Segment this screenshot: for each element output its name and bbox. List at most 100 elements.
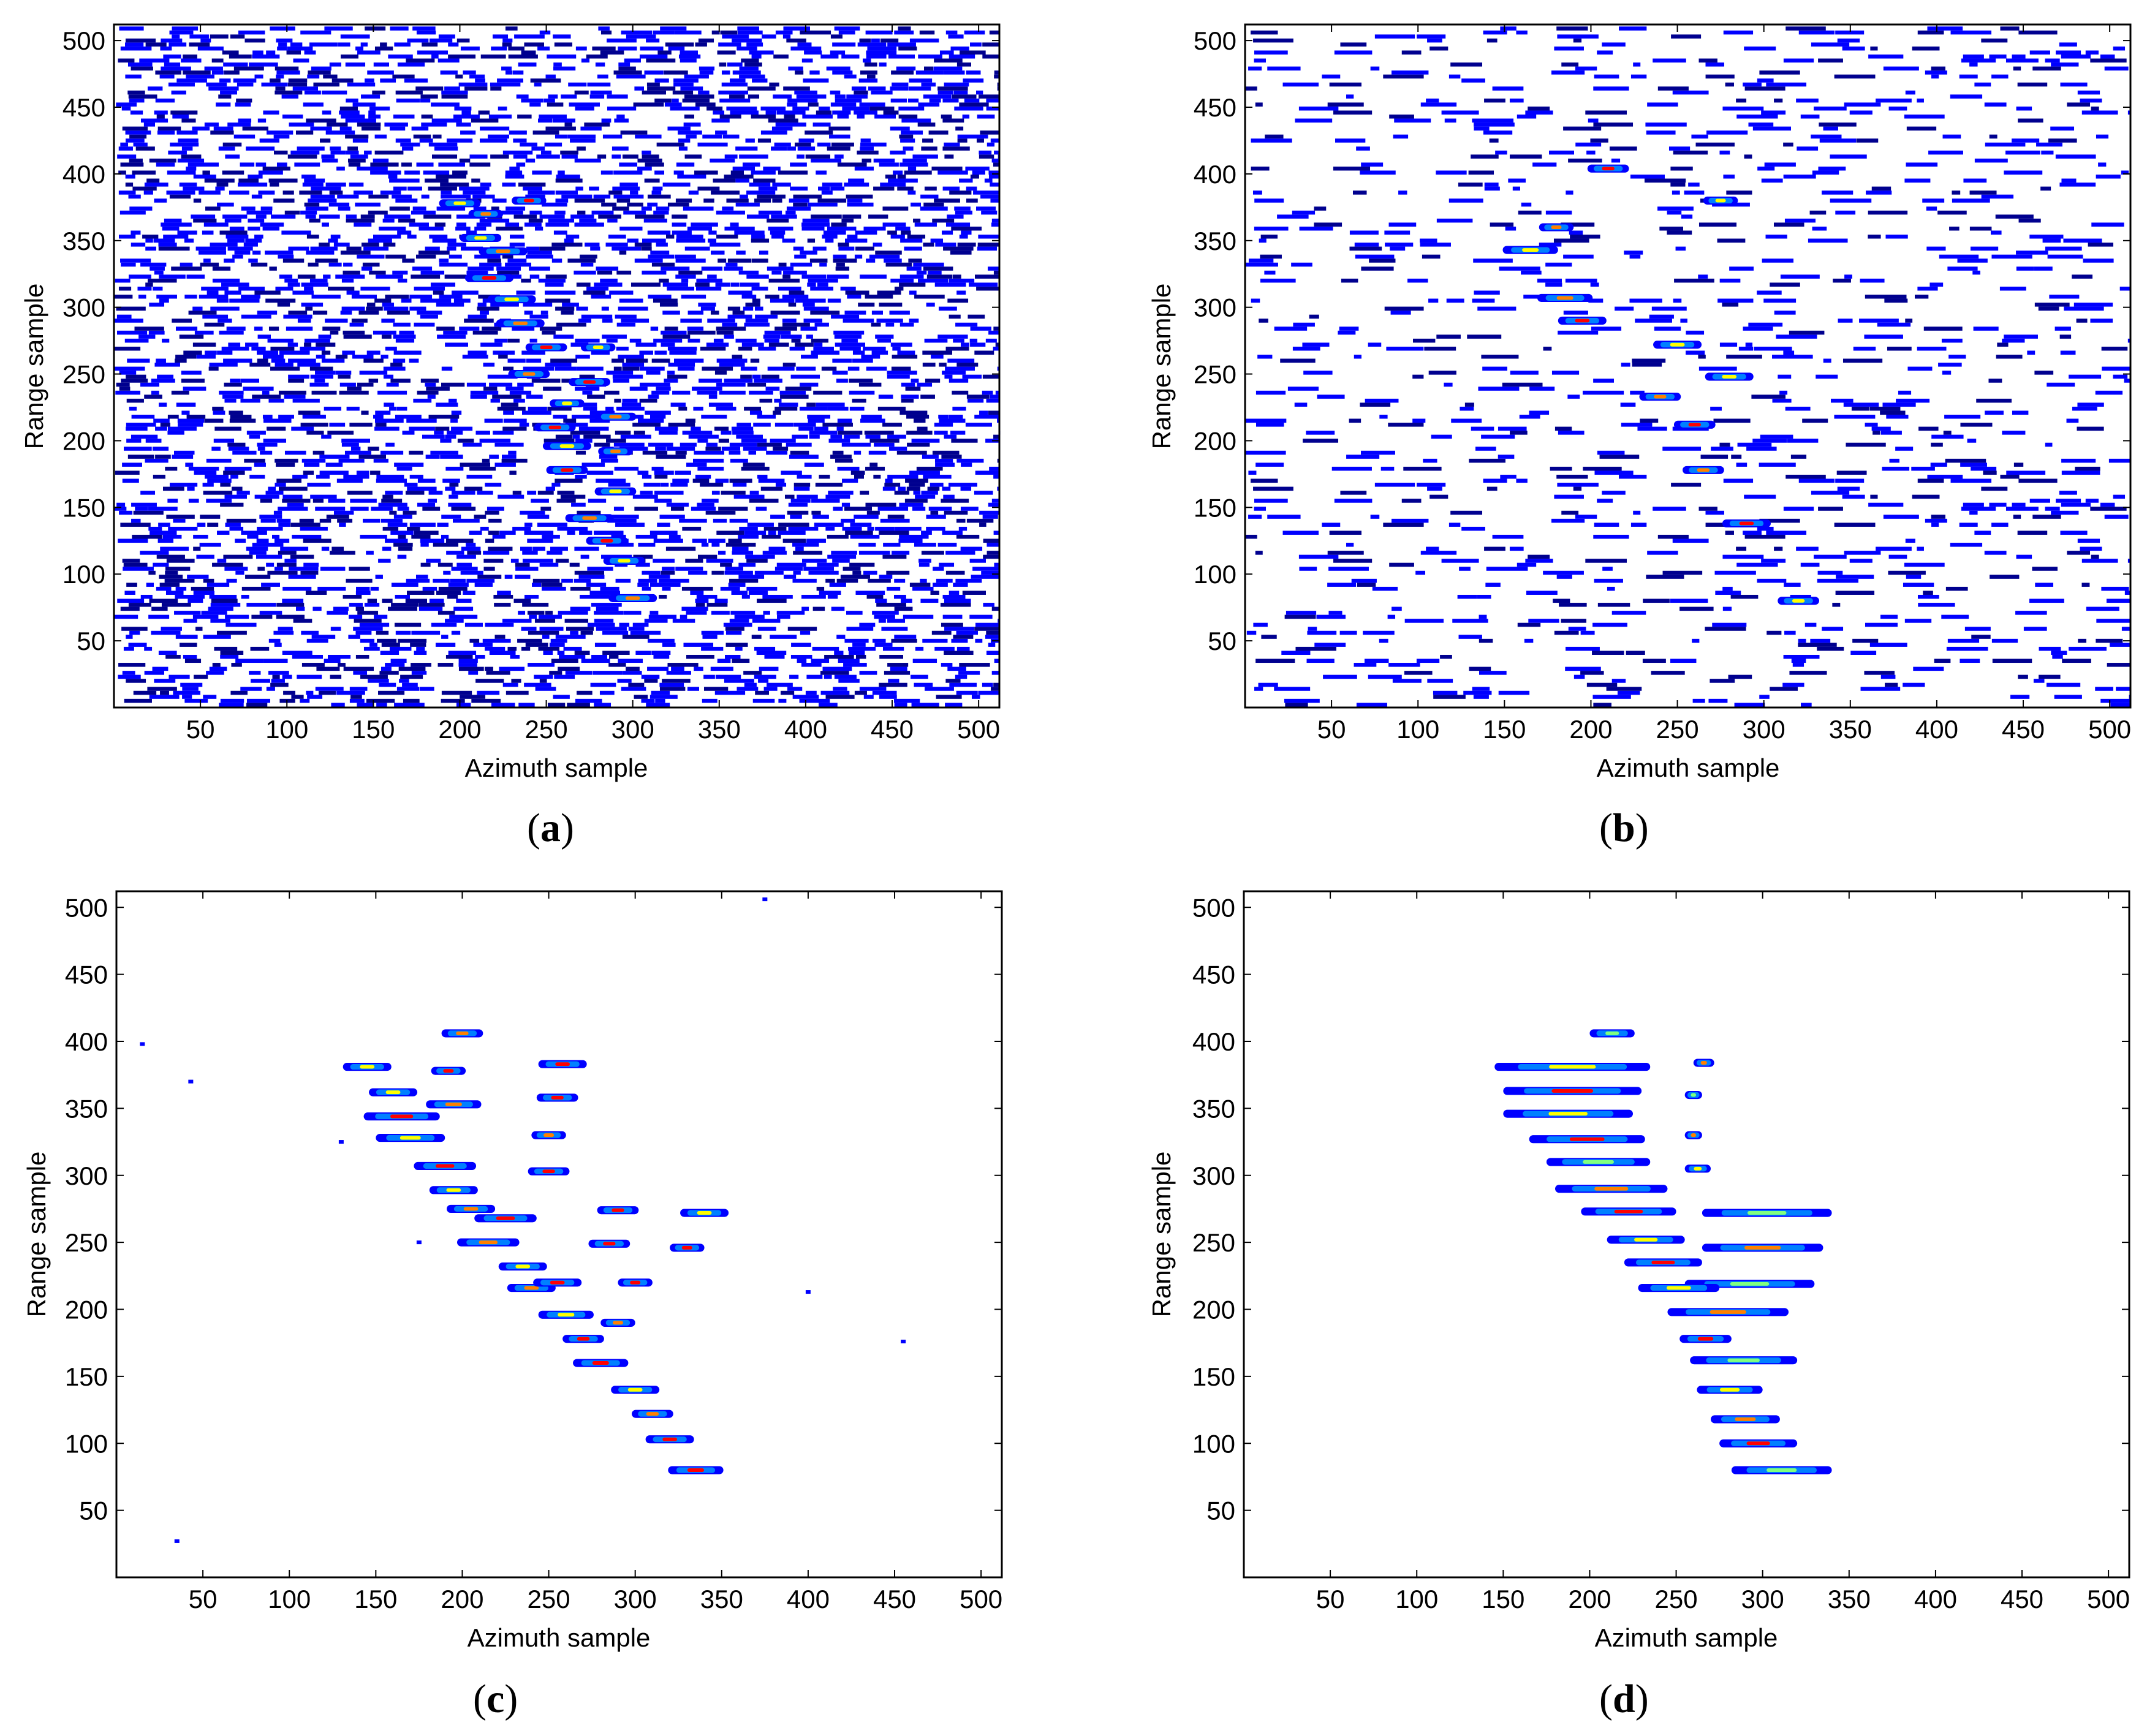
noise-speckle: [1673, 150, 1708, 155]
noise-speckle: [864, 431, 894, 435]
noise-speckle: [524, 594, 539, 599]
noise-speckle: [651, 358, 670, 363]
noise-speckle: [349, 183, 364, 187]
noise-speckle: [1917, 546, 1924, 551]
noise-speckle: [490, 398, 500, 403]
noise-speckle: [237, 491, 250, 495]
noise-speckle: [379, 226, 406, 231]
noise-speckle: [649, 530, 678, 535]
noise-speckle: [494, 635, 506, 639]
noise-speckle: [1783, 350, 1795, 355]
noise-speckle: [749, 183, 771, 187]
noise-speckle: [544, 142, 562, 147]
noise-speckle: [411, 274, 441, 279]
noise-speckle: [714, 598, 728, 603]
noise-speckle: [953, 635, 974, 639]
noise-speckle: [642, 154, 659, 159]
target-streak-peak: [577, 1337, 590, 1341]
noise-speckle: [1248, 259, 1274, 263]
noise-speckle: [832, 450, 844, 455]
noise-speckle: [374, 46, 393, 51]
noise-speckle: [276, 614, 305, 619]
noise-speckle: [982, 682, 993, 687]
noise-speckle: [860, 138, 871, 143]
noise-speckle: [252, 394, 281, 399]
noise-speckle: [367, 70, 394, 75]
noise-speckle: [359, 371, 388, 375]
noise-speckle: [942, 98, 959, 103]
noise-speckle: [2075, 466, 2100, 471]
noise-speckle: [354, 222, 372, 227]
noise-speckle: [430, 282, 456, 287]
noise-speckle: [385, 254, 406, 259]
noise-speckle: [819, 703, 838, 707]
noise-speckle: [580, 630, 593, 635]
noise-speckle: [451, 507, 476, 511]
noise-speckle: [828, 126, 850, 131]
noise-speckle: [654, 78, 669, 83]
noise-speckle: [492, 198, 507, 203]
target-streak-peak: [1730, 1281, 1770, 1286]
target-streak-peak: [681, 1245, 692, 1250]
noise-speckle: [1787, 439, 1819, 443]
target-streak-peak: [1694, 1166, 1702, 1171]
noise-speckle: [331, 78, 354, 83]
noise-speckle: [346, 406, 360, 411]
noise-speckle: [749, 410, 762, 415]
noise-speckle: [591, 350, 610, 355]
noise-speckle: [270, 78, 281, 83]
noise-speckle: [233, 134, 256, 139]
noise-speckle: [710, 311, 719, 315]
noise-speckle: [224, 398, 237, 403]
y-tick-label-d: 50: [1206, 1496, 1235, 1525]
noise-speckle: [1284, 698, 1320, 703]
noise-speckle: [460, 570, 483, 575]
noise-speckle: [144, 646, 153, 651]
noise-speckle: [282, 586, 312, 591]
noise-speckle: [335, 371, 352, 375]
noise-speckle: [140, 491, 156, 495]
noise-speckle: [2101, 346, 2128, 351]
noise-speckle: [2047, 682, 2081, 687]
noise-speckle: [620, 434, 651, 439]
noise-speckle: [382, 598, 393, 603]
noise-speckle: [448, 42, 459, 47]
noise-speckle: [402, 259, 415, 263]
noise-speckle: [1679, 606, 1714, 611]
noise-speckle: [866, 50, 897, 55]
noise-speckle: [1621, 423, 1653, 427]
noise-speckle: [412, 206, 426, 211]
ticks-a: 50 100 150 200 250 300 350 400 450 50050100150200…: [62, 25, 1000, 744]
noise-speckle: [531, 379, 561, 383]
noise-speckle: [292, 474, 308, 479]
noise-speckle: [1403, 466, 1442, 471]
noise-speckle: [1835, 30, 1865, 35]
noise-speckle: [575, 474, 587, 479]
noise-speckle: [1597, 50, 1613, 55]
noise-speckle: [662, 643, 676, 647]
noise-speckle: [148, 330, 165, 335]
noise-speckle: [1251, 166, 1270, 171]
noise-speckle: [909, 319, 919, 323]
noise-speckle: [848, 178, 865, 183]
noise-speckle: [445, 466, 464, 471]
noise-speckle: [1757, 526, 1774, 531]
target-streak-peak: [1744, 1245, 1781, 1250]
noise-speckle: [1784, 583, 1801, 587]
noise-speckle: [374, 298, 392, 303]
noise-speckle: [890, 342, 912, 347]
noise-speckle: [632, 423, 661, 427]
noise-speckle: [356, 470, 369, 475]
noise-speckle: [792, 106, 809, 111]
noise-speckle: [235, 570, 244, 575]
noise-speckle: [521, 627, 537, 631]
noise-speckle: [2069, 374, 2102, 379]
noise-speckle: [956, 646, 970, 651]
noise-speckle: [319, 214, 340, 219]
noise-speckle: [926, 526, 945, 531]
noise-speckle: [335, 274, 365, 279]
noise-speckle: [727, 306, 741, 311]
target-streak-peak: [1691, 1093, 1697, 1097]
noise-speckle: [1306, 431, 1335, 435]
noise-speckle: [228, 342, 241, 347]
